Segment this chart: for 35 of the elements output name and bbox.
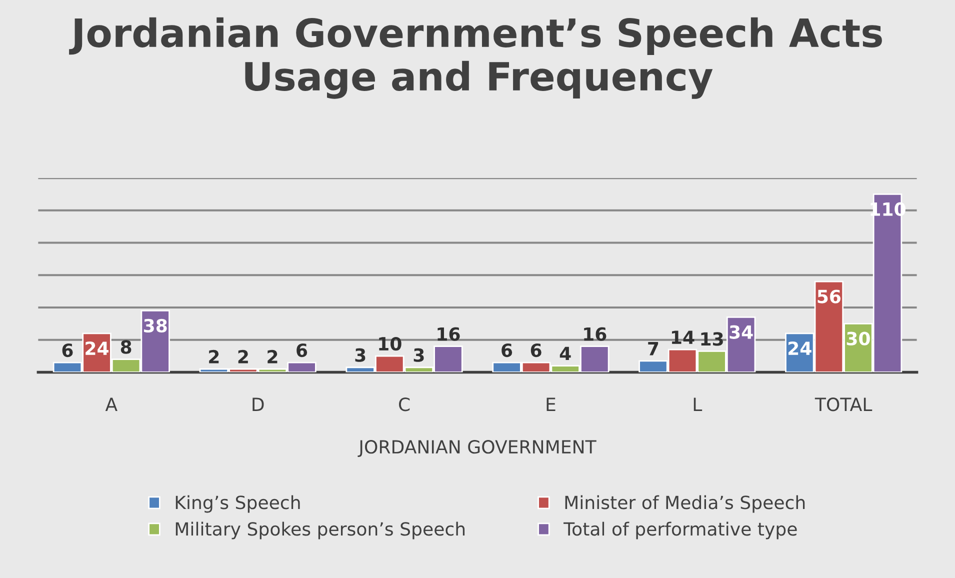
data-label: 6 — [62, 343, 73, 358]
legend-label: Total of performative type — [564, 522, 797, 540]
data-label: 13 — [701, 332, 723, 346]
data-label: 6 — [502, 343, 512, 358]
x-tick-label: A — [105, 398, 118, 411]
data-label: 8 — [120, 340, 132, 354]
data-label: 3 — [355, 348, 366, 362]
data-label: 24 — [788, 341, 812, 355]
x-tick-label: E — [546, 398, 556, 411]
legend-label: Minister of Media’s Speech — [565, 495, 805, 513]
data-label: 2 — [238, 350, 248, 364]
data-label: 30 — [846, 332, 870, 346]
data-label: 2 — [268, 350, 278, 364]
x-tick-label: TOTAL — [814, 398, 872, 412]
data-label: 7 — [648, 342, 658, 356]
legend-label: King’s Speech — [176, 495, 300, 513]
data-label: 24 — [86, 341, 109, 355]
x-axis-title: JORDANIAN GOVERNMENT — [358, 440, 596, 458]
x-tick-label: D — [252, 398, 264, 411]
data-label: 2 — [209, 350, 219, 364]
x-tick-label: C — [398, 398, 410, 412]
data-label: 3 — [414, 348, 424, 362]
data-label: 10 — [379, 336, 402, 351]
data-label: 6 — [530, 343, 542, 358]
data-label: 56 — [818, 290, 841, 304]
data-label: 34 — [730, 325, 753, 339]
data-label: 16 — [584, 327, 606, 341]
legend-label: Military Spokes person’s Speech — [176, 522, 465, 540]
data-label: 4 — [560, 346, 571, 360]
data-label: 16 — [438, 327, 460, 341]
x-tick-label: L — [694, 398, 702, 411]
data-label: 14 — [672, 330, 694, 344]
chart-title: Jordanian Government’s Speech Acts Usage and Frequency — [69, 17, 882, 99]
data-label: 38 — [144, 318, 167, 332]
data-label: 6 — [296, 343, 308, 358]
